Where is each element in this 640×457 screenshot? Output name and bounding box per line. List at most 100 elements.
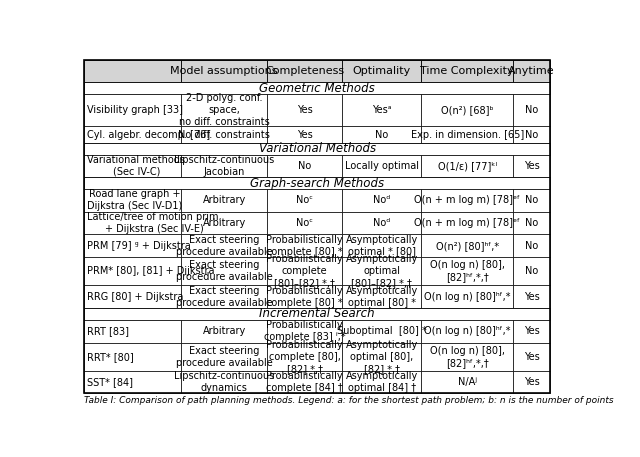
- Bar: [84, 177, 550, 189]
- Text: Probabilistically
complete [84] †: Probabilistically complete [84] †: [266, 371, 343, 393]
- Text: Cyl. algebr. decomp. [76]: Cyl. algebr. decomp. [76]: [88, 130, 211, 140]
- Bar: [513, 212, 550, 234]
- Bar: [84, 127, 180, 143]
- Bar: [421, 94, 513, 127]
- Bar: [268, 234, 342, 257]
- Text: Exact steering
procedure available: Exact steering procedure available: [176, 235, 273, 257]
- Text: Lipschitz-continuous
dynamics: Lipschitz-continuous dynamics: [174, 371, 274, 393]
- Text: Probabilistically
complete [83] ⁱ,*: Probabilistically complete [83] ⁱ,*: [264, 320, 346, 342]
- Text: Asymptotically
optimal * [80]: Asymptotically optimal * [80]: [346, 235, 418, 257]
- Bar: [268, 154, 342, 177]
- Text: Arbitrary: Arbitrary: [202, 326, 246, 336]
- Text: Exp. in dimension. [65]: Exp. in dimension. [65]: [410, 130, 524, 140]
- Text: Yes: Yes: [524, 161, 540, 171]
- Text: RRT* [80]: RRT* [80]: [88, 351, 134, 361]
- Bar: [513, 127, 550, 143]
- Text: Probabilistically
complete [80] *: Probabilistically complete [80] *: [266, 286, 343, 308]
- Text: Asymptotically
optimal [80] *: Asymptotically optimal [80] *: [346, 286, 418, 308]
- Text: Asymptotically
optimal [84] †: Asymptotically optimal [84] †: [346, 371, 418, 393]
- Text: Yes: Yes: [524, 377, 540, 387]
- Bar: [513, 154, 550, 177]
- Bar: [180, 212, 268, 234]
- Text: Anytime: Anytime: [508, 66, 555, 76]
- Text: Visibility graph [33]: Visibility graph [33]: [88, 105, 184, 115]
- Text: Graph-search Methods: Graph-search Methods: [250, 176, 384, 190]
- Bar: [84, 212, 180, 234]
- Text: Noᶜ: Noᶜ: [296, 195, 313, 205]
- Bar: [342, 320, 421, 343]
- Bar: [342, 212, 421, 234]
- Bar: [421, 154, 513, 177]
- Text: Variational methods
(Sec IV-C): Variational methods (Sec IV-C): [88, 155, 186, 177]
- Bar: [268, 320, 342, 343]
- Text: Suboptimal  [80] *: Suboptimal [80] *: [337, 326, 426, 336]
- Bar: [180, 343, 268, 371]
- Text: Table I: Comparison of path planning methods. Legend: a: for the shortest path p: Table I: Comparison of path planning met…: [84, 396, 614, 404]
- Text: Probabilistically
complete [80] *: Probabilistically complete [80] *: [266, 235, 343, 257]
- Text: Yes: Yes: [524, 326, 540, 336]
- Text: Yes: Yes: [297, 130, 312, 140]
- Bar: [513, 94, 550, 127]
- Bar: [342, 127, 421, 143]
- Bar: [421, 60, 513, 82]
- Bar: [421, 285, 513, 308]
- Text: Time Complexity: Time Complexity: [420, 66, 514, 76]
- Text: Arbitrary: Arbitrary: [202, 195, 246, 205]
- Text: Yes: Yes: [524, 351, 540, 361]
- Text: O(n log n) [80]ʰᶠ,*: O(n log n) [80]ʰᶠ,*: [424, 292, 510, 302]
- Bar: [268, 371, 342, 393]
- Bar: [84, 371, 180, 393]
- Text: O(n + m log m) [78]ᵉᶠ: O(n + m log m) [78]ᵉᶠ: [414, 218, 520, 228]
- Bar: [421, 320, 513, 343]
- Bar: [268, 127, 342, 143]
- Text: Asymptotically
optimal [80],
[82] *,†: Asymptotically optimal [80], [82] *,†: [346, 340, 418, 374]
- Bar: [421, 189, 513, 212]
- Text: Road lane graph +
Dijkstra (Sec IV-D1): Road lane graph + Dijkstra (Sec IV-D1): [88, 189, 182, 211]
- Bar: [513, 60, 550, 82]
- Bar: [513, 320, 550, 343]
- Bar: [421, 371, 513, 393]
- Bar: [513, 189, 550, 212]
- Text: No: No: [525, 241, 538, 251]
- Text: Exact steering
procedure available: Exact steering procedure available: [176, 286, 273, 308]
- Bar: [421, 257, 513, 285]
- Bar: [342, 60, 421, 82]
- Text: Yesᵃ: Yesᵃ: [372, 105, 391, 115]
- Text: No: No: [525, 195, 538, 205]
- Bar: [84, 308, 550, 320]
- Bar: [342, 94, 421, 127]
- Bar: [84, 343, 180, 371]
- Text: Optimality: Optimality: [353, 66, 411, 76]
- Text: No diff. constraints: No diff. constraints: [178, 130, 270, 140]
- Text: Completeness: Completeness: [265, 66, 344, 76]
- Bar: [180, 94, 268, 127]
- Text: Noᶜ: Noᶜ: [296, 218, 313, 228]
- Text: O(n²) [68]ᵇ: O(n²) [68]ᵇ: [441, 105, 493, 115]
- Bar: [180, 257, 268, 285]
- Text: PRM [79] ᵍ + Dijkstra: PRM [79] ᵍ + Dijkstra: [88, 241, 191, 251]
- Text: No: No: [298, 161, 311, 171]
- Text: No: No: [375, 130, 388, 140]
- Text: Probabilistically
complete
[80]–[82] *,†: Probabilistically complete [80]–[82] *,†: [266, 254, 343, 288]
- Bar: [513, 285, 550, 308]
- Bar: [342, 154, 421, 177]
- Bar: [84, 143, 550, 154]
- Text: SST* [84]: SST* [84]: [88, 377, 134, 387]
- Text: Geometric Methods: Geometric Methods: [259, 82, 375, 95]
- Bar: [421, 127, 513, 143]
- Bar: [180, 189, 268, 212]
- Text: RRT [83]: RRT [83]: [88, 326, 129, 336]
- Text: No: No: [525, 218, 538, 228]
- Text: PRM* [80], [81] + Dijkstra: PRM* [80], [81] + Dijkstra: [88, 266, 215, 276]
- Bar: [180, 234, 268, 257]
- Bar: [84, 154, 180, 177]
- Text: Noᵈ: Noᵈ: [373, 195, 390, 205]
- Bar: [84, 189, 180, 212]
- Text: O(1/ε) [77]ᵏˡ: O(1/ε) [77]ᵏˡ: [438, 161, 497, 171]
- Bar: [342, 189, 421, 212]
- Text: Noᵈ: Noᵈ: [373, 218, 390, 228]
- Text: Lipschitz-continuous
Jacobian: Lipschitz-continuous Jacobian: [174, 155, 274, 177]
- Bar: [421, 234, 513, 257]
- Text: Yes: Yes: [524, 292, 540, 302]
- Bar: [84, 285, 180, 308]
